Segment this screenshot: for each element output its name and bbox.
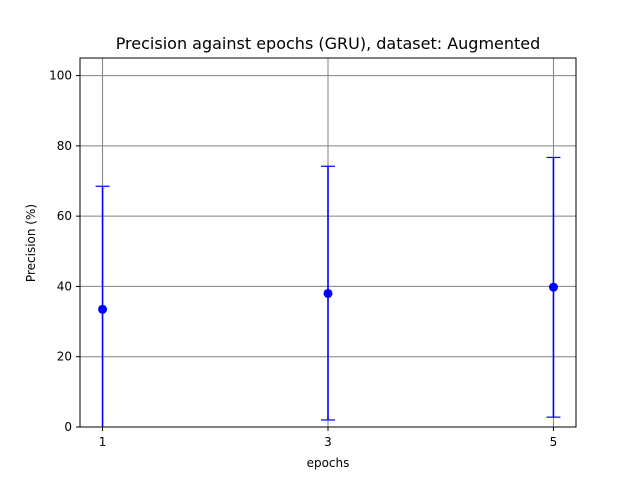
chart-title: Precision against epochs (GRU), dataset:… (116, 34, 541, 53)
y-tick-label: 40 (57, 279, 72, 293)
data-point (98, 304, 108, 314)
y-tick-label: 0 (64, 420, 72, 434)
x-tick-label: 3 (324, 435, 332, 449)
x-axis-label: epochs (307, 456, 350, 470)
y-tick-label: 80 (57, 139, 72, 153)
data-layer (95, 156, 561, 427)
y-axis-label: Precision (%) (24, 204, 38, 282)
data-point (323, 288, 333, 298)
y-tick-label: 60 (57, 209, 72, 223)
y-tick-label: 100 (49, 69, 72, 83)
x-tick-label: 5 (550, 435, 558, 449)
x-tick-label: 1 (99, 435, 107, 449)
ticks: 1 3 5 0 20 40 60 80 100 (49, 69, 557, 449)
y-tick-label: 20 (57, 350, 72, 364)
data-point (548, 282, 558, 292)
